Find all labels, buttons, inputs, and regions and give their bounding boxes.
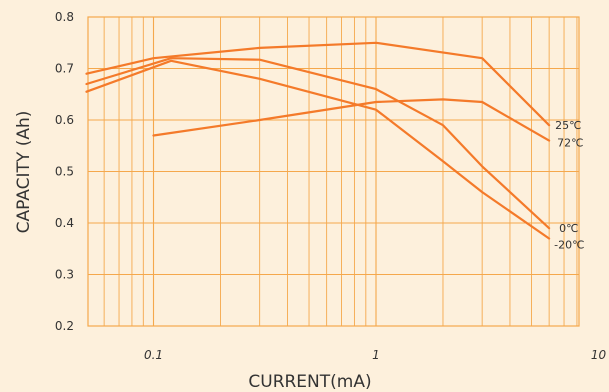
x-tick-label: 10 (591, 348, 607, 362)
y-tick-label: 0.4 (55, 216, 74, 230)
y-tick-label: 0.7 (55, 62, 74, 76)
plot-frame (87, 16, 580, 327)
y-tick-label: 0.8 (55, 10, 74, 24)
series-line (85, 41, 551, 127)
series-line (85, 59, 551, 240)
grid (88, 17, 579, 326)
series-label: 0℃ (559, 222, 578, 235)
x-tick-labels: 0.1 1 10 (144, 348, 607, 362)
series-label: -20℃ (554, 238, 584, 251)
y-tick-label: 0.6 (55, 113, 74, 127)
y-tick-label: 0.3 (55, 268, 74, 282)
y-tick-label: 0.5 (55, 165, 74, 179)
series-label: 72℃ (557, 137, 583, 150)
series-label: 25℃ (555, 119, 581, 132)
x-axis-label: CURRENT(mA) (248, 372, 371, 392)
y-axis-label: CAPACITY (Ah) (14, 111, 34, 234)
x-tick-label: 0.1 (144, 348, 163, 362)
series-line (152, 98, 551, 142)
series-labels: 25℃ 72℃ 0℃ -20℃ (554, 119, 584, 251)
series-lines (85, 41, 551, 240)
x-tick-label: 1 (372, 348, 380, 362)
y-tick-label: 0.2 (55, 319, 74, 333)
series-line (85, 57, 551, 230)
y-tick-labels: 0.2 0.3 0.4 0.5 0.6 0.7 0.8 (55, 10, 74, 333)
